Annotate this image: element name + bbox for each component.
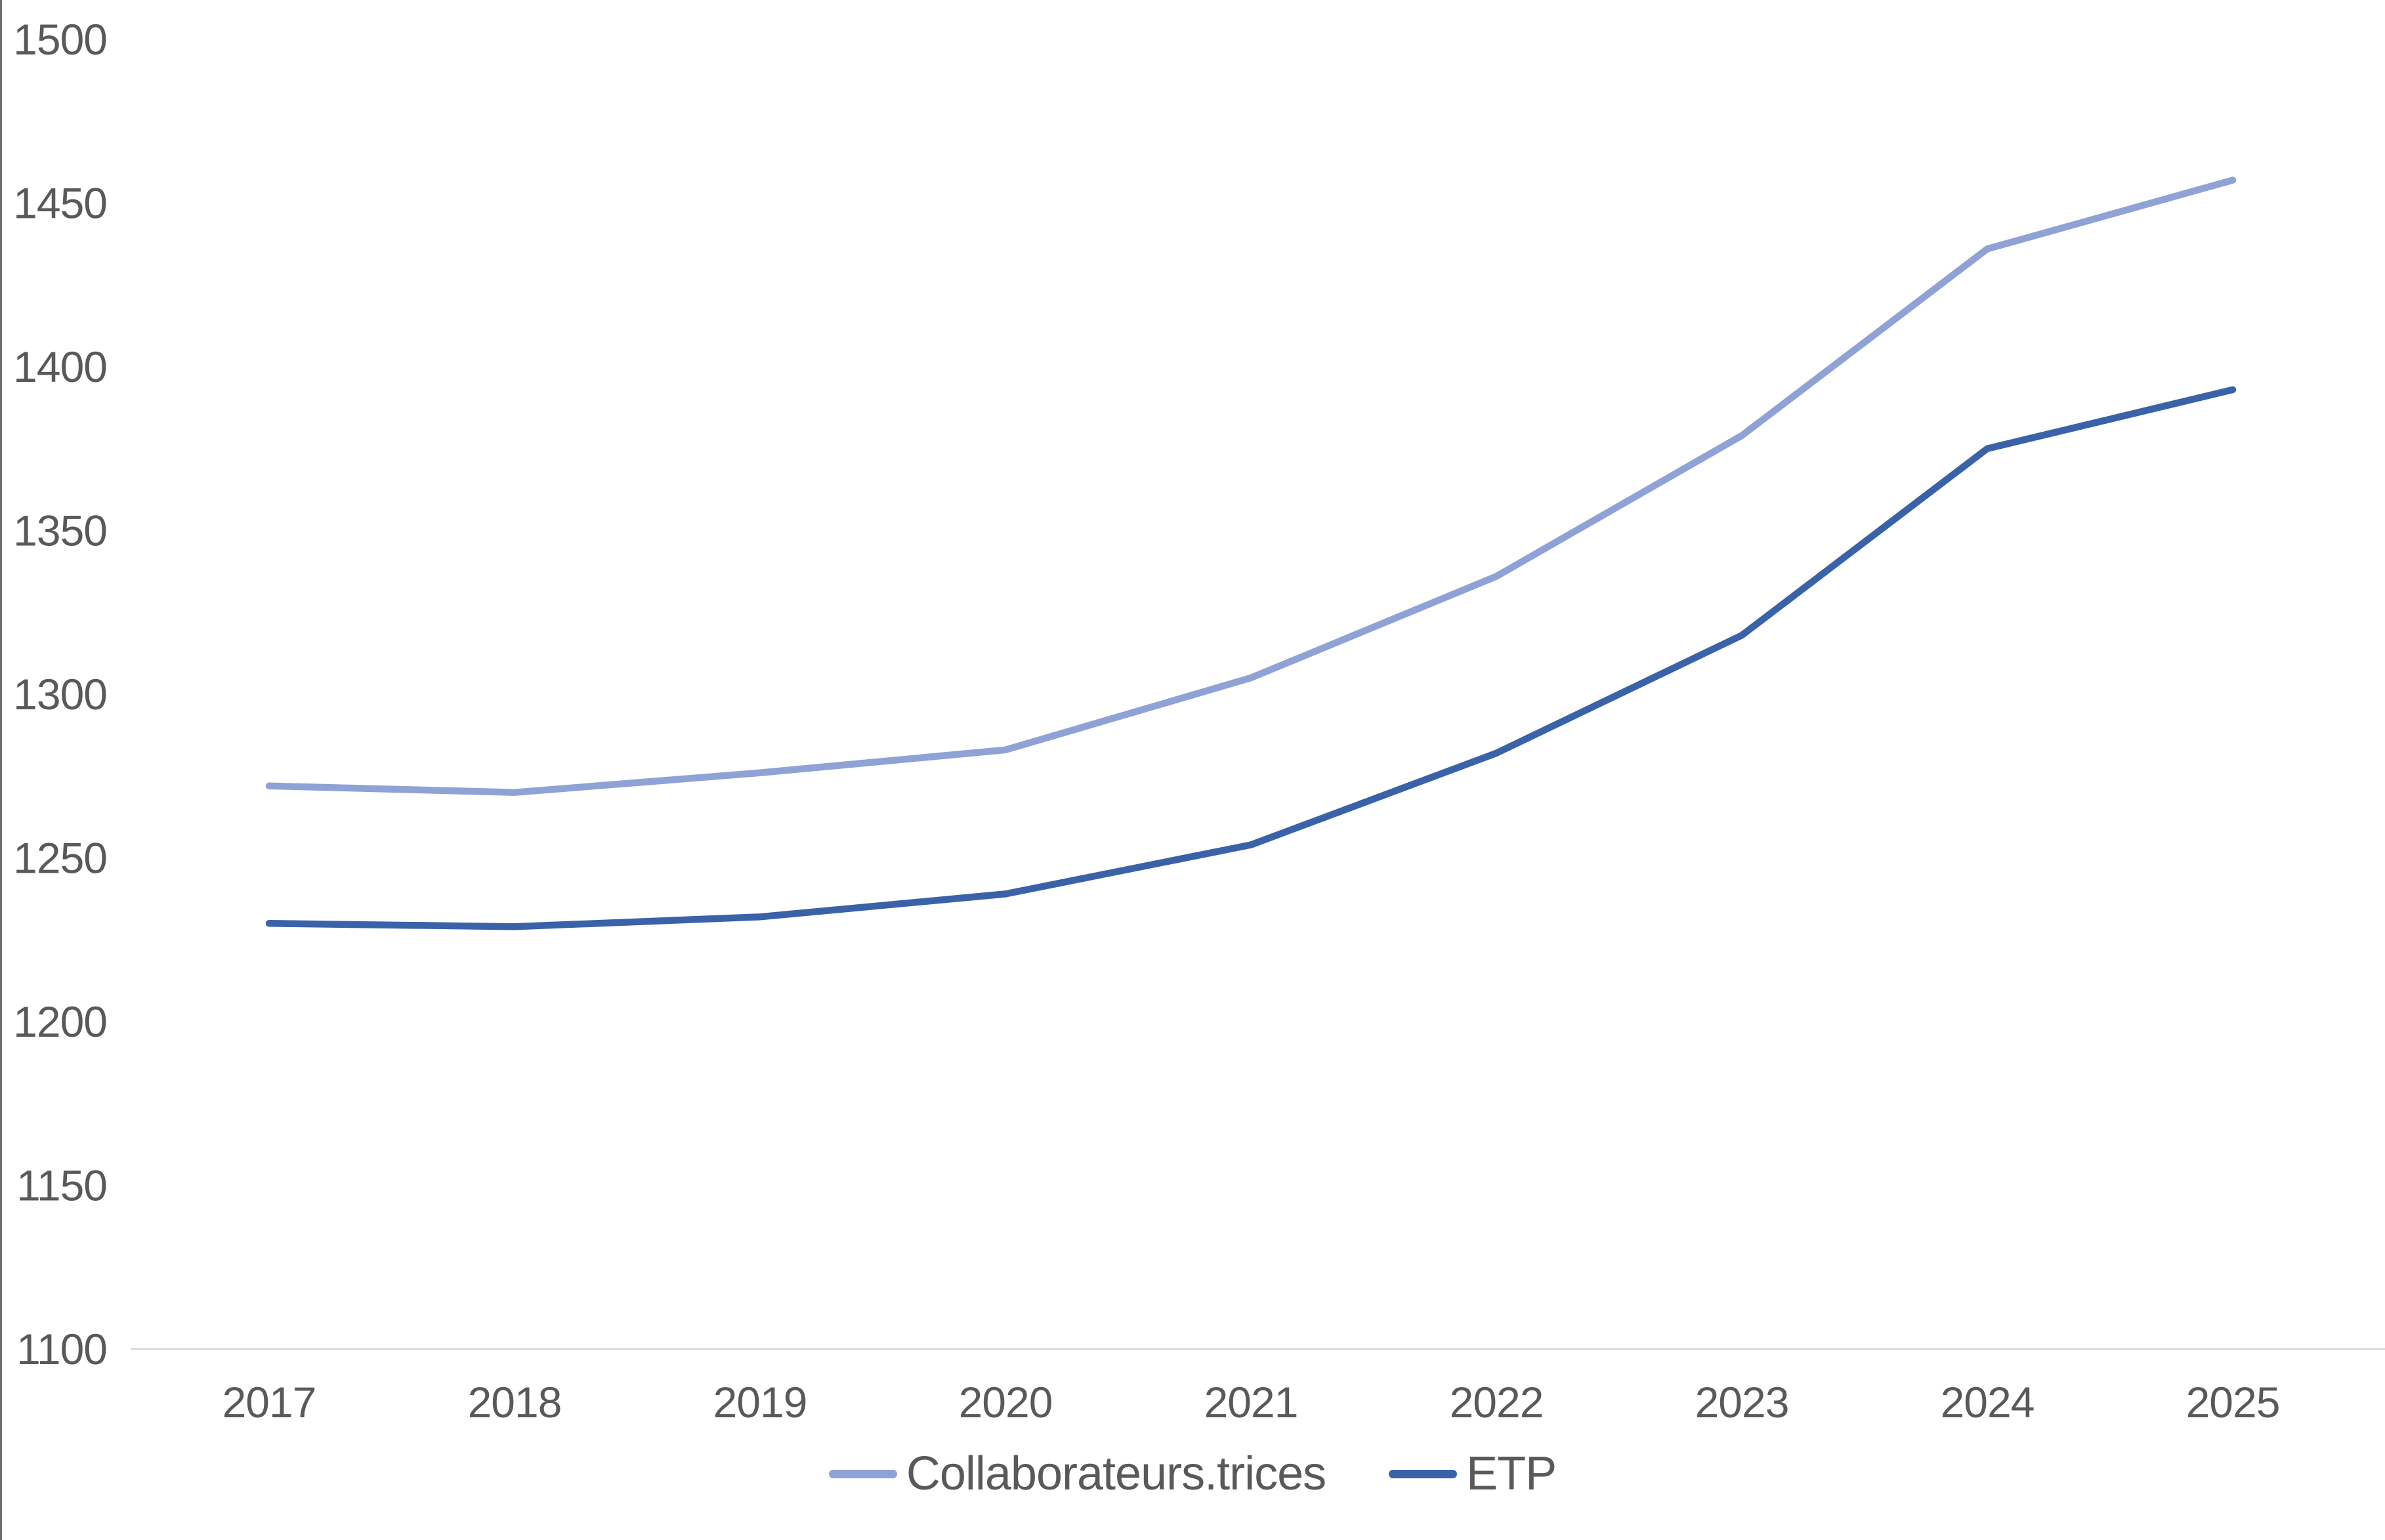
y-axis-tick-label: 1500 xyxy=(13,15,107,64)
y-axis-tick-label: 1400 xyxy=(13,343,107,391)
series-line-etp xyxy=(265,386,2237,930)
x-axis-tick-label: 2025 xyxy=(2186,1378,2280,1426)
x-axis-tick-label: 2017 xyxy=(222,1378,316,1426)
y-axis-tick-label: 1300 xyxy=(13,670,107,718)
legend-label-etp: ETP xyxy=(1466,1447,1557,1500)
legend-swatch-etp xyxy=(1389,1469,1458,1478)
y-axis-tick-label: 1350 xyxy=(13,507,107,555)
legend-label-collaborateurs: Collaborateurs.trices xyxy=(906,1447,1326,1500)
x-axis-tick-label: 2022 xyxy=(1450,1378,1544,1426)
y-axis-tick-label: 1100 xyxy=(16,1325,107,1373)
y-axis-tick-label: 1250 xyxy=(13,834,107,883)
x-axis-tick-label: 2021 xyxy=(1204,1378,1298,1426)
y-axis-tick-label: 1450 xyxy=(13,179,107,228)
legend-item-collaborateurs: Collaborateurs.trices xyxy=(828,1447,1326,1501)
x-axis-tick-label: 2024 xyxy=(1941,1378,2035,1426)
x-axis-tick-label: 2023 xyxy=(1695,1378,1789,1426)
x-axis-tick-label: 2019 xyxy=(713,1378,807,1426)
y-axis-tick-label: 1200 xyxy=(13,997,107,1046)
x-axis-tick-label: 2020 xyxy=(959,1378,1053,1426)
screenshot-left-border xyxy=(0,0,2,1540)
series-line-collaborateurs xyxy=(265,177,2237,796)
legend-swatch-collaborateurs xyxy=(828,1469,897,1478)
y-axis-tick-label: 1150 xyxy=(16,1161,107,1210)
chart-legend: Collaborateurs.trices ETP xyxy=(0,1447,2385,1501)
x-axis-tick-label: 2018 xyxy=(468,1378,562,1426)
legend-item-etp: ETP xyxy=(1389,1447,1557,1501)
